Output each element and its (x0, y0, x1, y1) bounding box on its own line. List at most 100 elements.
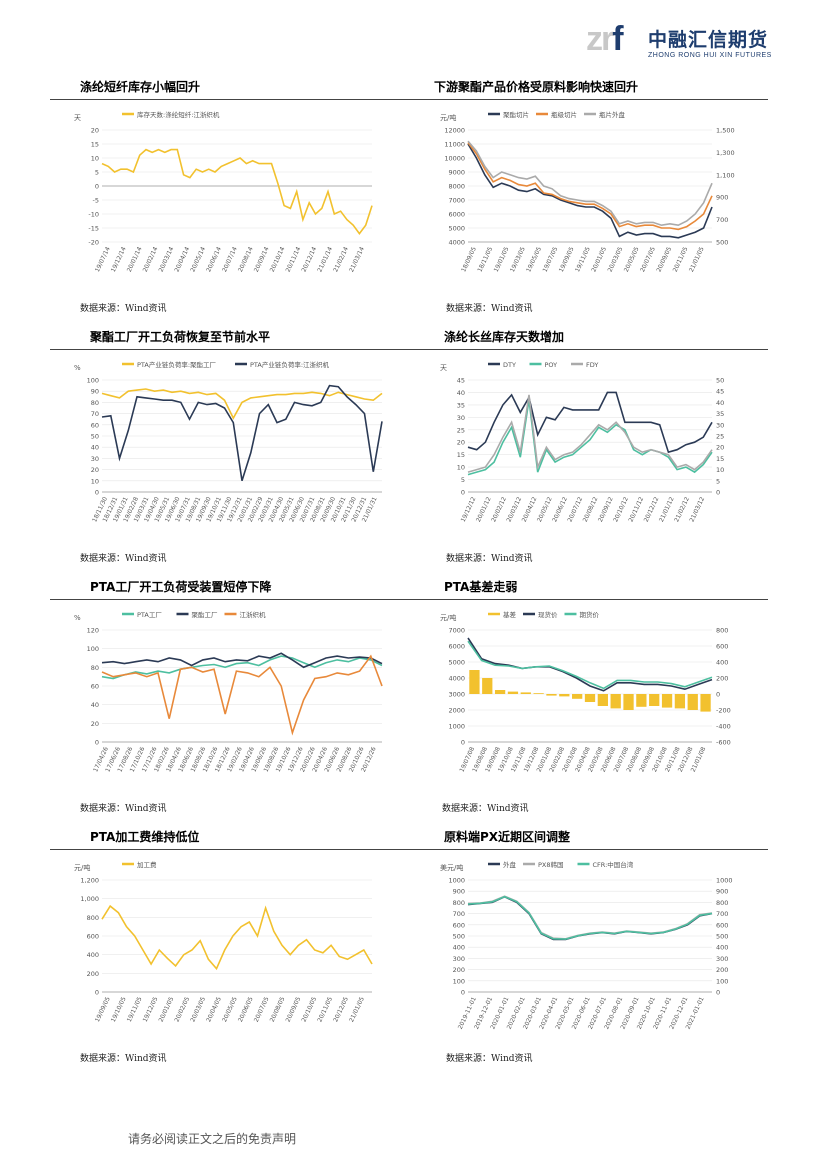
y2-tick-label: 30 (716, 421, 724, 429)
y-tick-label: 100 (87, 645, 99, 653)
legend-label: 外盘 (503, 860, 517, 869)
x-tick-label: 20/11/14 (285, 246, 303, 274)
y2-tick-label: 400 (716, 944, 728, 952)
basis-bar (469, 670, 480, 694)
x-tick-label: 20/02/05 (173, 996, 191, 1024)
x-tick-label: 20/09/05 (285, 996, 303, 1024)
y2-tick-label: 400 (716, 659, 728, 667)
x-tick-label: 20/03/14 (158, 246, 176, 274)
basis-bar (610, 694, 621, 709)
y-axis-unit: 天 (74, 114, 81, 122)
company-name-en: ZHONG RONG HUI XIN FUTURES (648, 52, 772, 59)
x-tick-label: 20/06/05 (237, 996, 255, 1024)
y-tick-label: 9000 (448, 169, 465, 177)
y-tick-label: 1,000 (80, 895, 99, 903)
series-line (467, 140, 713, 227)
legend-label: 瓶级切片 (551, 110, 577, 119)
x-tick-label: 20/01/05 (590, 246, 608, 274)
x-tick-label: 20/04/05 (205, 996, 223, 1024)
y2-tick-label: 1,100 (716, 171, 735, 179)
x-tick-label: 20/07/05 (639, 246, 657, 274)
y-tick-label: 3000 (448, 691, 465, 699)
series-line (101, 654, 383, 736)
y2-tick-label: -200 (716, 707, 731, 715)
divider-1 (50, 99, 768, 100)
section-title-2: 下游聚酯产品价格受原料影响快速回升 (434, 80, 639, 94)
source-note-3: 数据来源：Wind资讯 (80, 554, 167, 564)
y-tick-label: 7000 (448, 627, 465, 635)
y-tick-label: 300 (453, 955, 465, 963)
x-tick-label: 20/05/14 (189, 246, 207, 274)
basis-bar (520, 692, 531, 694)
y-tick-label: 400 (87, 951, 99, 959)
series-line (101, 652, 383, 669)
series-line (467, 394, 713, 473)
section-title-8: 原料端PX近期区间调整 (444, 830, 571, 844)
x-tick-label: 19/05/05 (525, 246, 543, 274)
y2-tick-label: 25 (716, 433, 724, 441)
x-tick-label: 20/04/14 (173, 246, 191, 274)
y2-tick-label: 5 (716, 477, 720, 485)
series-line (467, 391, 713, 454)
x-tick-label: 21/02/14 (332, 246, 350, 274)
disclaimer-footer: 请务必阅读正文之后的免责声明 (128, 1132, 297, 1146)
y-tick-label: 60 (91, 421, 99, 429)
y-tick-label: 35 (457, 401, 465, 409)
y-tick-label: 10000 (444, 155, 465, 163)
y-axis-unit: 元/吨 (74, 863, 90, 872)
legend-label: DTY (503, 361, 516, 369)
x-tick-label: 20/10/05 (300, 996, 318, 1024)
y-tick-label: 30 (91, 455, 99, 463)
basis-bar (494, 690, 506, 694)
y-tick-label: 5000 (448, 659, 465, 667)
y-tick-label: 600 (453, 921, 465, 929)
y-tick-label: 1000 (448, 877, 465, 885)
x-tick-label: 20/09/14 (253, 246, 271, 274)
x-tick-label: 21/03/14 (348, 246, 366, 274)
section-title-7: PTA加工费维持低位 (90, 830, 200, 844)
y-tick-label: 6000 (448, 211, 465, 219)
y-tick-label: 600 (87, 933, 99, 941)
x-tick-label: 20/07/05 (253, 996, 271, 1024)
x-tick-label: 20/06/14 (205, 246, 223, 274)
section-title-6: PTA基差走弱 (444, 580, 518, 594)
y2-tick-label: 600 (716, 643, 728, 651)
y-tick-label: 11000 (444, 141, 465, 149)
y2-tick-label: 700 (716, 910, 728, 918)
divider-2 (50, 349, 768, 350)
x-tick-label: 20/09/05 (655, 246, 673, 274)
chart-px-price: 美元/吨 外盘 PX8韩国 CFR:中国台湾100090080070060050040… (440, 860, 733, 1030)
legend-label: 加工费 (137, 860, 157, 869)
x-tick-label: 19/11/05 (126, 996, 144, 1024)
y-tick-label: 4000 (448, 675, 465, 683)
y-tick-label: 400 (453, 944, 465, 952)
y-tick-label: 25 (457, 426, 465, 434)
basis-bar (507, 691, 519, 694)
y-tick-label: 800 (453, 899, 465, 907)
legend-label: 聚酯工厂 (192, 611, 219, 619)
legend-label: PX8韩国 (538, 860, 564, 869)
y-tick-label: 8000 (448, 183, 465, 191)
basis-bar (572, 694, 583, 699)
source-note-2: 数据来源：Wind资讯 (446, 304, 533, 314)
source-note-6: 数据来源：Wind资讯 (442, 804, 529, 814)
legend-label: 库存天数:涤纶短纤:江浙织机 (137, 110, 220, 119)
y2-tick-label: 800 (716, 899, 728, 907)
chart-pta-processing-fee: 元/吨 加工费1,2001,000800600400200019/09/0519/… (74, 860, 373, 1024)
y-axis-unit: % (74, 614, 81, 622)
x-tick-label: 19/01/05 (493, 246, 511, 274)
legend-label: 瓶片外盘 (599, 110, 626, 119)
y-tick-label: 6000 (448, 643, 465, 651)
y2-tick-label: 50 (716, 377, 724, 385)
basis-bar (649, 694, 660, 706)
y2-tick-label: 500 (716, 933, 728, 941)
x-tick-label: 18/09/05 (460, 246, 478, 274)
y-tick-label: 40 (91, 444, 99, 452)
y-tick-label: 10 (91, 477, 99, 485)
y-tick-label: 10 (457, 464, 465, 472)
x-tick-label: 20/10/14 (269, 246, 287, 274)
y-tick-label: 80 (91, 399, 99, 407)
y-tick-label: 1,200 (80, 877, 99, 885)
x-tick-label: 20/03/05 (189, 996, 207, 1024)
series-line (101, 904, 373, 971)
